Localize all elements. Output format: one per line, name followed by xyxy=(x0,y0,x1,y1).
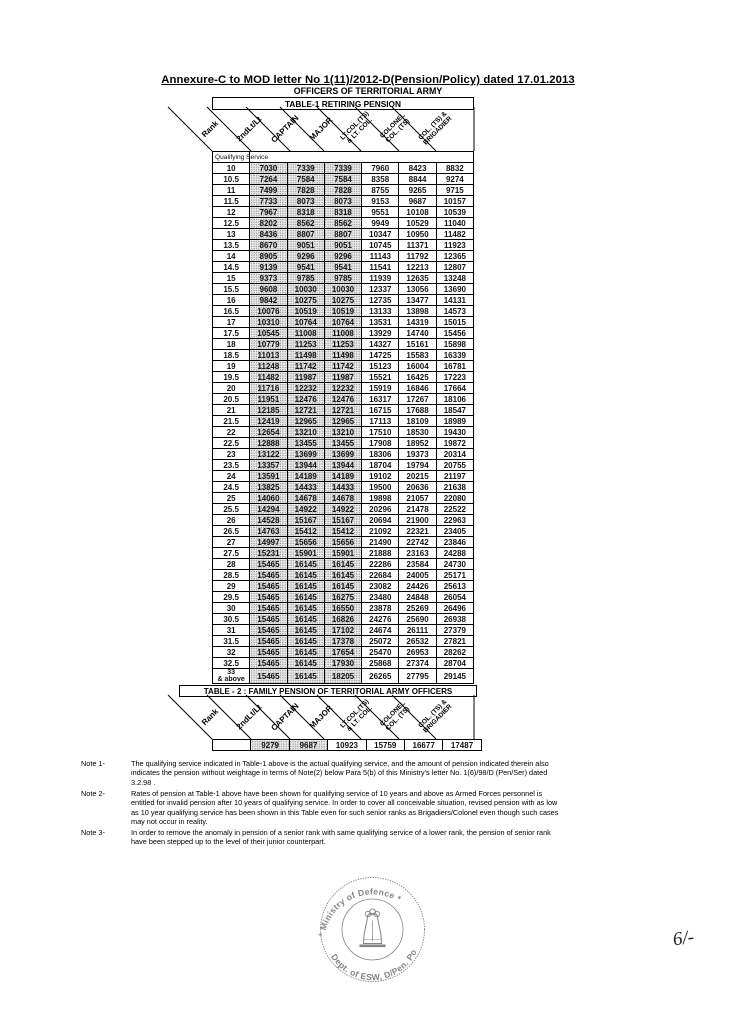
svg-text:* Ministry of Defence *: * Ministry of Defence * xyxy=(316,886,403,937)
